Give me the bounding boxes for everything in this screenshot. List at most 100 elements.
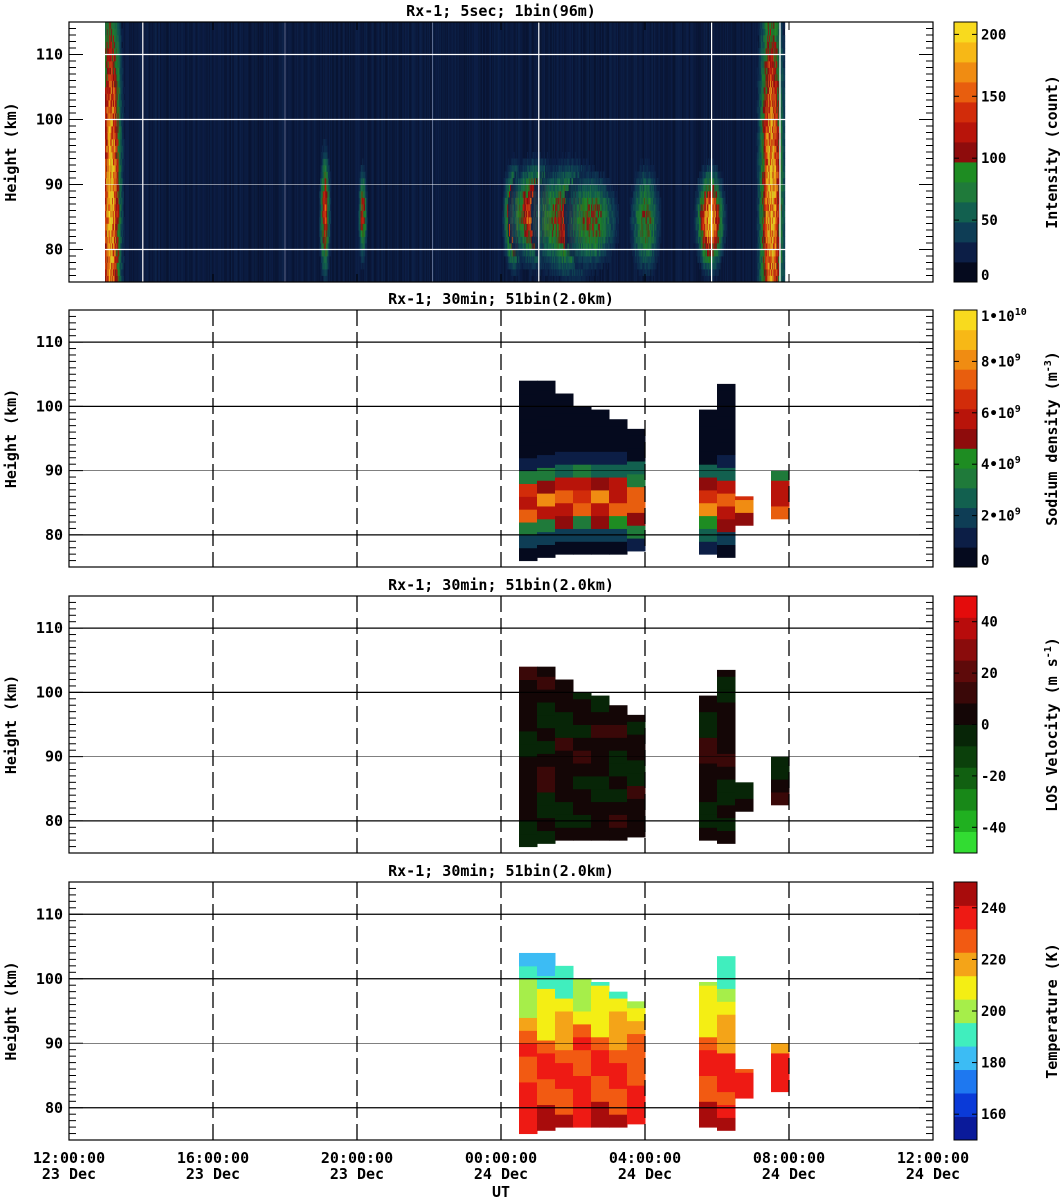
intensity-cell [530,249,533,257]
intensity-cell [550,178,552,185]
intensity-strip [470,22,472,282]
intensity-cell [523,178,525,185]
intensity-cell [578,223,580,231]
intensity-cell [111,87,113,94]
intensity-cell [564,152,567,159]
intensity-cell [122,152,124,159]
intensity-cell [116,275,119,283]
intensity-cell [564,275,566,283]
intensity-cell [527,217,529,224]
intensity-cell [552,204,554,211]
intensity-cell [586,210,588,218]
intensity-cell [539,158,542,166]
intensity-cell [528,158,531,166]
intensity-cell [528,197,530,205]
intensity-strip [215,22,218,282]
intensity-cell [553,184,555,192]
intensity-cell [113,269,115,276]
intensity-cell [513,269,516,276]
intensity-cell [542,191,544,198]
intensity-cell [559,230,561,237]
intensity-cell [523,256,525,263]
intensity-cell [577,256,579,263]
intensity-strip [497,22,499,282]
intensity-strip [390,22,392,282]
intensity-strip [519,22,522,282]
intensity-cell [549,269,552,276]
intensity-cell [322,210,325,218]
intensity-strip [177,22,179,282]
intensity-cell [529,243,532,250]
intensity-cell [517,249,519,257]
intensity-cell [108,171,111,179]
intensity-cell [327,275,329,283]
intensity-cell [582,223,585,231]
intensity-cell [113,158,115,166]
intensity-cell [591,230,593,237]
intensity-cell [330,217,332,224]
intensity-strip [560,22,562,282]
intensity-cell [327,230,329,237]
intensity-cell [525,204,527,211]
intensity-cell [573,243,576,250]
intensity-cell [112,256,114,263]
intensity-cell [117,236,120,244]
intensity-cell [322,236,325,244]
intensity-cell [114,165,116,172]
intensity-strip [177,22,180,282]
intensity-cell [360,223,363,231]
intensity-cell [568,165,570,172]
intensity-cell [112,158,114,166]
intensity-cell [559,243,561,250]
intensity-cell [523,262,525,270]
intensity-cell [105,139,108,146]
intensity-cell [113,80,115,88]
intensity-cell [512,223,515,231]
intensity-cell [516,191,518,198]
intensity-cell [545,165,547,172]
intensity-cell [107,145,110,153]
intensity-strip [435,22,437,282]
intensity-cell [579,269,581,276]
intensity-cell [532,178,534,185]
intensity-strip [163,22,165,282]
intensity-cell [573,269,575,276]
intensity-cell [589,191,591,198]
intensity-cell [327,178,329,185]
intensity-cell [582,243,584,250]
intensity-strip [212,22,214,282]
intensity-cell [518,204,520,211]
intensity-cell [563,243,565,250]
intensity-cell [553,165,555,172]
intensity-cell [587,217,589,224]
intensity-cell [321,145,324,153]
intensity-cell [529,158,532,166]
intensity-cell [522,158,525,166]
intensity-cell [576,178,579,185]
intensity-cell [503,210,506,218]
intensity-cell [535,223,537,231]
intensity-cell [509,256,511,263]
intensity-cell [577,236,579,244]
intensity-cell [560,197,562,205]
intensity-strip [420,22,423,282]
intensity-cell [105,275,107,283]
intensity-cell [555,210,557,218]
intensity-cell [555,223,557,231]
intensity-cell [507,236,509,244]
intensity-cell [588,243,590,250]
intensity-cell [510,171,512,179]
intensity-cell [105,67,107,75]
intensity-cell [597,256,599,263]
intensity-cell [105,41,108,49]
intensity-cell [596,210,598,218]
intensity-cell [113,22,115,29]
intensity-cell [577,171,579,179]
intensity-cell [108,100,111,107]
intensity-cell [575,165,578,172]
intensity-cell [120,275,122,283]
intensity-cell [119,126,121,133]
intensity-cell [516,249,518,257]
intensity-cell [538,230,541,237]
intensity-strip [365,22,367,282]
